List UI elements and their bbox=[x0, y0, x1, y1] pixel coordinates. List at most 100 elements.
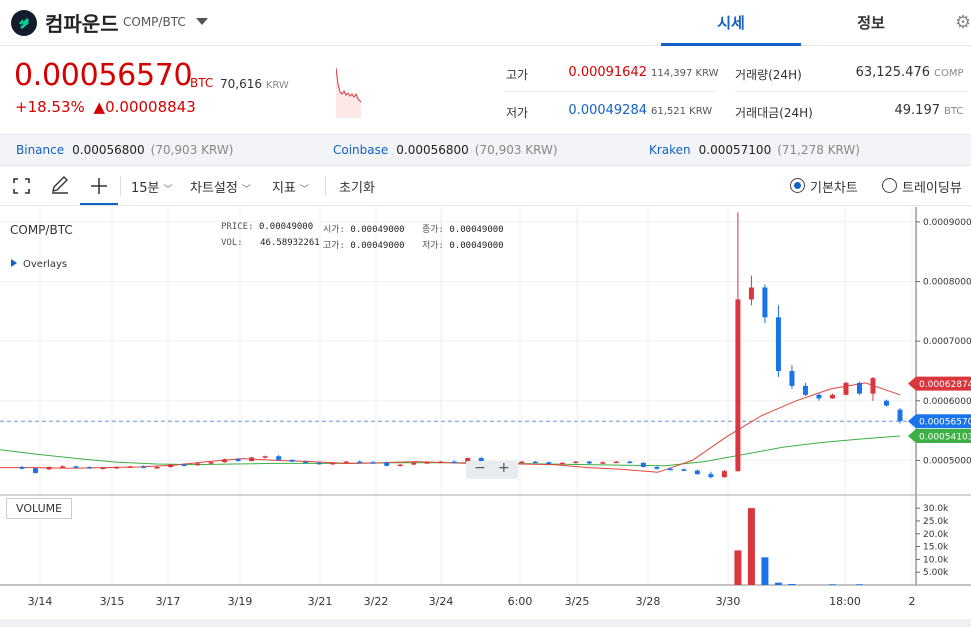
candle-body bbox=[870, 378, 876, 394]
radio-tradingview[interactable] bbox=[882, 178, 897, 193]
ohlc-label: VOL: bbox=[221, 238, 243, 248]
indicators-label[interactable]: 지표 bbox=[272, 181, 296, 196]
overlays-label[interactable]: Overlays bbox=[23, 259, 68, 270]
fullscreen-icon[interactable] bbox=[13, 178, 30, 194]
volume-tick-label: 20.0k bbox=[923, 530, 949, 540]
coin-name: 컴파운드 bbox=[45, 12, 119, 36]
volume-bar bbox=[774, 582, 782, 585]
tab-info[interactable]: 정보 bbox=[857, 14, 885, 32]
candle-body bbox=[573, 461, 579, 464]
exchange-name[interactable]: Kraken bbox=[649, 143, 691, 157]
divider bbox=[506, 91, 716, 92]
chevron-down-icon: ﹀ bbox=[299, 185, 309, 195]
candle-body bbox=[613, 461, 619, 464]
volume-bar bbox=[855, 584, 863, 585]
radio-basic-chart-label[interactable]: 기본차트 bbox=[810, 181, 858, 196]
candle-body bbox=[384, 462, 390, 466]
ohlc-vol: VOL: 46.58932261 bbox=[221, 238, 320, 248]
sparkline-chart bbox=[336, 66, 476, 118]
candle-body bbox=[73, 466, 79, 468]
candle-body bbox=[627, 461, 633, 464]
candle-body bbox=[451, 461, 457, 464]
high-value: 0.00091642 bbox=[568, 65, 647, 80]
zoom-out-button[interactable]: − bbox=[474, 460, 486, 476]
ohlc-close: 종가: 0.00049000 bbox=[422, 222, 504, 235]
ohlc-label: 고가: bbox=[323, 241, 345, 251]
chart-settings-dropdown[interactable]: 차트설정 ﹀ bbox=[190, 177, 251, 196]
pencil-icon[interactable] bbox=[50, 176, 70, 194]
candle-body bbox=[33, 468, 39, 473]
tab-quote[interactable]: 시세 bbox=[661, 0, 801, 46]
price-tag-label: 0.00056570 bbox=[919, 418, 971, 428]
crosshair-tool-active[interactable] bbox=[80, 166, 118, 205]
x-tick-label: 3/22 bbox=[364, 595, 389, 608]
triangle-right-icon bbox=[11, 259, 17, 267]
x-tick-label: 2 bbox=[909, 595, 916, 608]
ohlc-price: PRICE: 0.00049000 bbox=[221, 222, 313, 232]
low-krw: 61,521 KRW bbox=[651, 106, 713, 117]
bottom-scroll-strip[interactable] bbox=[0, 619, 971, 627]
amount-24h-value: 49.197 bbox=[894, 103, 941, 118]
x-tick-label: 6:00 bbox=[508, 595, 533, 608]
radio-basic-chart[interactable] bbox=[790, 178, 805, 193]
divider bbox=[325, 176, 326, 196]
interval-dropdown[interactable]: 15분 ﹀ bbox=[131, 177, 173, 196]
candlestick-chart[interactable]: 3/14 3/15 3/17 3/19 3/21 3/22 3/24 6:00 3/25 3/28… bbox=[0, 207, 971, 619]
candle-body bbox=[897, 409, 903, 422]
candle-body bbox=[370, 462, 376, 464]
candle-body bbox=[87, 466, 93, 469]
candle-body bbox=[316, 462, 322, 465]
price-tag bbox=[908, 414, 971, 429]
zoom-control[interactable]: − + bbox=[466, 460, 518, 479]
x-tick-label: 3/25 bbox=[565, 595, 590, 608]
volume-24h-label: 거래량(24H) bbox=[735, 68, 802, 82]
zoom-in-button[interactable]: + bbox=[498, 460, 510, 476]
reset-button[interactable]: 초기화 bbox=[339, 181, 375, 196]
chart-settings-label[interactable]: 차트설정 bbox=[190, 181, 238, 196]
candle-body bbox=[654, 466, 660, 469]
candle-body bbox=[289, 459, 295, 462]
candle-body bbox=[681, 469, 687, 471]
chart-toolbar: 15분 ﹀ 차트설정 ﹀ 지표 ﹀ 초기화 기본차트 트레이딩뷰 bbox=[0, 166, 971, 206]
volume-label: VOLUME bbox=[6, 498, 73, 519]
change-percent: +18.53% bbox=[15, 98, 85, 116]
exchange-name[interactable]: Coinbase bbox=[333, 143, 389, 157]
candle-body bbox=[694, 470, 700, 475]
ohlc-value: 0.00049000 bbox=[350, 225, 405, 235]
candle-body bbox=[330, 462, 336, 465]
volume-tick-label: 15.0k bbox=[923, 543, 949, 553]
overlays-toggle[interactable]: Overlays bbox=[11, 259, 67, 270]
volume-bar bbox=[761, 557, 769, 585]
candle-body bbox=[829, 394, 835, 399]
high-krw: 114,397 KRW bbox=[651, 68, 719, 79]
crosshair-icon[interactable] bbox=[90, 177, 108, 195]
exchange-name[interactable]: Binance bbox=[16, 143, 65, 157]
chevron-down-icon[interactable] bbox=[196, 18, 208, 25]
ohlc-value: 0.00049000 bbox=[258, 222, 314, 232]
radio-tradingview-label[interactable]: 트레이딩뷰 bbox=[902, 181, 962, 196]
volume-24h-unit: COMP bbox=[934, 68, 964, 79]
candle-body bbox=[195, 463, 201, 466]
volume-tick-label: 30.0k bbox=[923, 504, 949, 514]
gear-icon[interactable]: ⚙ bbox=[955, 12, 971, 33]
exchange-binance[interactable]: Binance 0.00056800 (70,903 KRW) bbox=[16, 143, 233, 157]
candle-body bbox=[532, 461, 538, 464]
price-tag bbox=[908, 376, 971, 391]
volume-tick-label: 25.0k bbox=[923, 517, 949, 527]
price-tag-label: 0.00062874 bbox=[919, 380, 971, 390]
interval-label[interactable]: 15분 bbox=[131, 181, 160, 196]
indicators-dropdown[interactable]: 지표 ﹀ bbox=[272, 177, 309, 196]
krw-unit: KRW bbox=[265, 80, 289, 91]
candle-body bbox=[411, 462, 417, 465]
candle-body bbox=[465, 458, 471, 463]
candle-body bbox=[46, 466, 52, 470]
divider bbox=[120, 176, 121, 196]
exchange-coinbase[interactable]: Coinbase 0.00056800 (70,903 KRW) bbox=[333, 143, 558, 157]
price-chart-area[interactable]: 3/14 3/15 3/17 3/19 3/21 3/22 3/24 6:00 3/25 3/28… bbox=[0, 207, 971, 627]
ohlc-value: 0.00049000 bbox=[350, 241, 405, 251]
exchange-kraken[interactable]: Kraken 0.00057100 (71,278 KRW) bbox=[649, 143, 860, 157]
ohlc-label: PRICE: bbox=[221, 222, 254, 232]
candle-body bbox=[100, 467, 106, 470]
ohlc-open: 시가: 0.00049000 bbox=[323, 222, 405, 235]
